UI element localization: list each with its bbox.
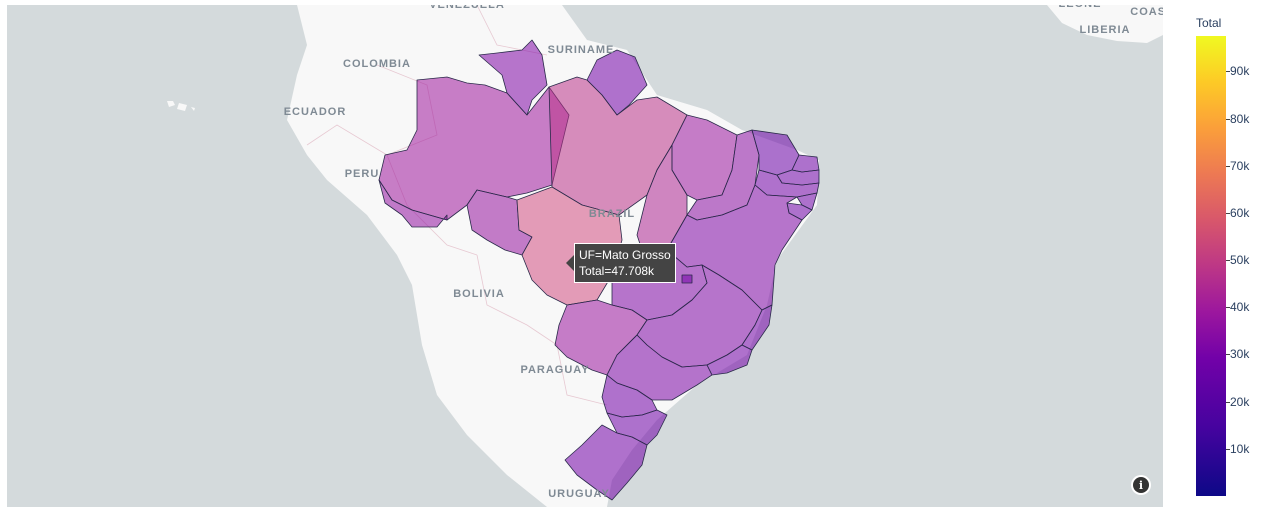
tooltip-line-uf: UF=Mato Grosso bbox=[579, 248, 671, 262]
colorbar-tick-label: 20k bbox=[1230, 394, 1250, 409]
state-distrito-federal[interactable] bbox=[681, 274, 693, 284]
country-label-liberia: LIBERIA bbox=[1080, 24, 1131, 36]
tooltip-line-total: Total=47.708k bbox=[579, 264, 655, 278]
colorbar-tick-mark bbox=[1226, 71, 1230, 73]
colorbar-tick-label: 60k bbox=[1230, 205, 1250, 220]
map-canvas: VENEZUELA SURINAME COLOMBIA ECUADOR PERU BRAZ… bbox=[167, 5, 1163, 507]
country-label-ecuador: ECUADOR bbox=[284, 106, 347, 118]
colorbar: Total 10k 20k 30k 40k 50k 60k 70k 80k 90k bbox=[1186, 10, 1261, 510]
country-labels: VENEZUELA SURINAME COLOMBIA ECUADOR PERU BRAZ… bbox=[284, 5, 1163, 500]
colorbar-tick-label: 40k bbox=[1230, 300, 1250, 315]
colorbar-tick-mark bbox=[1226, 401, 1230, 403]
country-label-suriname: SURINAME bbox=[548, 44, 615, 56]
country-label-colombia: COLOMBIA bbox=[343, 58, 411, 70]
country-label-venezuela: VENEZUELA bbox=[429, 5, 505, 11]
africa-land bbox=[1047, 5, 1163, 43]
colorbar-tick-mark bbox=[1226, 165, 1230, 167]
colorbar-tick-mark bbox=[1226, 354, 1230, 356]
colorbar-tick-mark bbox=[1226, 260, 1230, 262]
country-label-leone: LEONE bbox=[1059, 5, 1102, 10]
colorbar-tick-label: 10k bbox=[1230, 441, 1250, 456]
country-label-peru: PERU bbox=[345, 168, 380, 180]
state-rio-grande-do-sul[interactable] bbox=[564, 424, 648, 501]
colorbar-gradient bbox=[1196, 36, 1226, 496]
colorbar-tick-label: 80k bbox=[1230, 111, 1250, 126]
info-icon: i bbox=[1133, 477, 1149, 493]
hover-tooltip: UF=Mato Grosso Total=47.708k bbox=[574, 243, 676, 283]
tooltip-pointer bbox=[566, 255, 574, 271]
country-label-uruguay: URUGUAY bbox=[548, 488, 610, 500]
colorbar-tick-mark bbox=[1226, 118, 1230, 120]
colorbar-tick-mark bbox=[1226, 307, 1230, 309]
choropleth-map[interactable]: VENEZUELA SURINAME COLOMBIA ECUADOR PERU BRAZ… bbox=[7, 5, 1163, 507]
info-button[interactable]: i bbox=[1131, 475, 1151, 495]
colorbar-tick-label: 70k bbox=[1230, 158, 1250, 173]
brazil-states bbox=[378, 39, 820, 501]
state-roraima[interactable] bbox=[478, 39, 548, 116]
state-rio-de-janeiro[interactable] bbox=[706, 344, 753, 376]
state-ceara[interactable] bbox=[751, 129, 800, 176]
colorbar-tick-mark bbox=[1226, 212, 1230, 214]
colorbar-tick-mark bbox=[1226, 448, 1230, 450]
country-label-coast: COAST bbox=[1130, 6, 1163, 18]
country-label-paraguay: PARAGUAY bbox=[520, 364, 589, 376]
state-acre[interactable] bbox=[378, 179, 448, 228]
country-label-brazil: BRAZIL bbox=[589, 208, 635, 220]
galapagos-islands bbox=[167, 101, 195, 111]
colorbar-tick-label: 50k bbox=[1230, 253, 1250, 268]
colorbar-tick-label: 30k bbox=[1230, 347, 1250, 362]
colorbar-title: Total bbox=[1196, 16, 1222, 30]
country-label-bolivia: BOLIVIA bbox=[453, 288, 505, 300]
colorbar-tick-label: 90k bbox=[1230, 64, 1250, 79]
